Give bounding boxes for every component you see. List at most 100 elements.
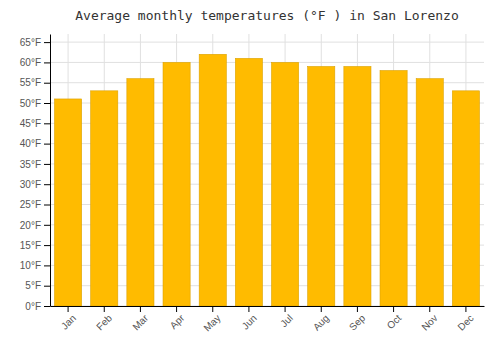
axis-line [50, 35, 51, 307]
tick-label: 5°F [25, 280, 41, 291]
tick-label: 65°F [20, 37, 41, 48]
tick-label: May [202, 312, 223, 333]
tick-label: Sep [347, 312, 368, 333]
tick-mark [285, 306, 286, 312]
tick: 10°F [20, 260, 50, 271]
tick: 65°F [20, 37, 50, 48]
tick: Jun [240, 306, 259, 332]
tick: Jul [278, 306, 295, 329]
tick-label: 30°F [20, 179, 41, 190]
bar [91, 91, 118, 306]
title: Average monthly temperatures (°F ) in Sa… [75, 8, 459, 23]
tick-mark [429, 306, 430, 312]
tick: Aug [311, 306, 331, 333]
tick-label: 40°F [20, 138, 41, 149]
tick-mark [44, 83, 50, 84]
tick-mark [393, 306, 394, 312]
bar [235, 58, 262, 306]
tick-mark [176, 306, 177, 312]
axis-line [51, 306, 485, 307]
tick-label: Jan [59, 312, 78, 331]
tick-mark [44, 123, 50, 124]
tick: 40°F [20, 138, 50, 149]
tick: 60°F [20, 57, 50, 68]
tick-label: 25°F [20, 199, 41, 210]
grid-line [50, 62, 484, 63]
tick: Mar [130, 306, 150, 332]
grid [50, 34, 484, 306]
tick-mark [44, 306, 50, 307]
tick-label: 60°F [20, 57, 41, 68]
x-axis: Jan Feb Mar Apr May Jun Jul Aug Sep Oct Nov Dec [51, 306, 485, 334]
tick: 55°F [20, 77, 50, 88]
bar [163, 62, 190, 306]
tick-mark [44, 205, 50, 206]
tick-mark [465, 306, 466, 312]
bar [380, 71, 407, 306]
tick: 30°F [20, 179, 50, 190]
tick: Apr [168, 306, 187, 331]
tick-mark [44, 265, 50, 266]
tick-label: 55°F [20, 77, 41, 88]
tick-label: Jun [240, 312, 259, 331]
tick-mark [44, 62, 50, 63]
bar [127, 79, 154, 306]
plot: Jan Feb Mar Apr May Jun Jul Aug Sep Oct Nov Dec 0°F 5… [20, 34, 485, 334]
tick-mark [44, 103, 50, 104]
tick-label: 35°F [20, 159, 41, 170]
tick: Oct [385, 306, 404, 331]
tick: 45°F [20, 118, 50, 129]
tick-label: Feb [94, 312, 114, 332]
tick: Feb [94, 306, 114, 332]
bars [55, 54, 480, 306]
tick-mark [44, 225, 50, 226]
tick-mark [212, 306, 213, 312]
tick: 0°F [25, 301, 50, 312]
tick-mark [44, 286, 50, 287]
bar [55, 99, 82, 306]
tick-label: 50°F [20, 98, 41, 109]
tick-mark [44, 245, 50, 246]
tick-mark [357, 306, 358, 312]
tick: Jan [59, 306, 78, 332]
bar [272, 62, 299, 306]
tick-mark [44, 144, 50, 145]
chart: Jan Feb Mar Apr May Jun Jul Aug Sep Oct Nov Dec 0°F 5… [0, 0, 500, 350]
tick-mark [44, 164, 50, 165]
tick: May [202, 306, 223, 334]
tick-label: Mar [130, 312, 150, 332]
tick: 5°F [25, 280, 50, 291]
tick-label: Dec [455, 312, 475, 332]
bar [199, 54, 226, 306]
tick-mark [321, 306, 322, 312]
tick-mark [248, 306, 249, 312]
bar [308, 66, 335, 306]
bar [416, 79, 443, 306]
tick-label: 45°F [20, 118, 41, 129]
tick: Dec [455, 306, 475, 333]
bar [452, 91, 479, 306]
tick-label: 15°F [20, 240, 41, 251]
tick-label: 10°F [20, 260, 41, 271]
tick: Sep [347, 306, 368, 333]
tick-mark [140, 306, 141, 312]
tick: 15°F [20, 240, 50, 251]
tick-label: Nov [419, 312, 439, 332]
tick-label: 0°F [25, 301, 41, 312]
tick-label: Jul [278, 312, 295, 329]
y-axis: 0°F 5°F 10°F 15°F 20°F 25°F 30°F 35°F 40°F 45°F 50… [20, 35, 51, 312]
tick: Nov [419, 306, 439, 333]
tick-mark [68, 306, 69, 312]
tick-label: Oct [385, 312, 404, 331]
tick: 35°F [20, 159, 50, 170]
tick: 20°F [20, 220, 50, 231]
bar [344, 66, 371, 306]
tick-mark [104, 306, 105, 312]
tick-mark [44, 184, 50, 185]
tick-mark [44, 42, 50, 43]
tick-label: Aug [311, 312, 331, 332]
tick: 25°F [20, 199, 50, 210]
grid-line [50, 42, 484, 43]
tick-label: 20°F [20, 220, 41, 231]
tick: 50°F [20, 98, 50, 109]
